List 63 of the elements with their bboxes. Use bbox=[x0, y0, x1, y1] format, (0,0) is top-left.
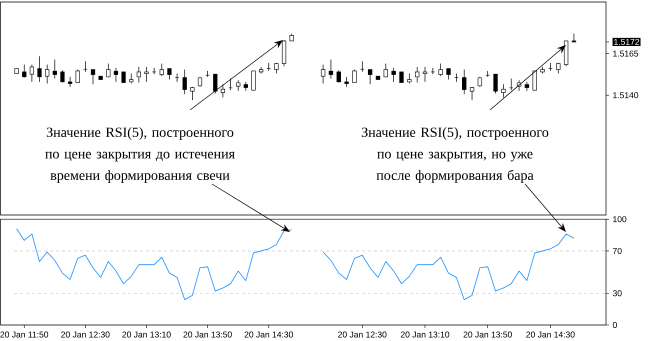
y-tick-label: 0 bbox=[612, 322, 617, 328]
candlestick bbox=[391, 68, 396, 82]
x-tick-label: 20 Jan 12:30 bbox=[61, 332, 110, 338]
candlestick bbox=[501, 84, 506, 98]
candlestick bbox=[167, 68, 172, 80]
x-tick-label: 20 Jan 13:10 bbox=[400, 332, 450, 338]
y-tick-label: 1.5140 bbox=[613, 92, 638, 98]
candlestick bbox=[407, 73, 412, 84]
candlestick bbox=[478, 76, 482, 88]
candlestick bbox=[30, 64, 34, 82]
y-tick-label: 70 bbox=[612, 248, 622, 254]
candlestick bbox=[438, 63, 443, 77]
candlestick bbox=[414, 66, 420, 83]
candlestick bbox=[462, 69, 466, 95]
x-tick-label: 20 Jan 13:10 bbox=[122, 332, 171, 338]
y-tick-label: 100 bbox=[613, 216, 626, 222]
candlestick bbox=[236, 80, 240, 92]
candlestick bbox=[68, 76, 72, 88]
candlestick bbox=[328, 59, 334, 79]
x-tick-label: 20 Jan 13:50 bbox=[183, 332, 232, 338]
candlestick bbox=[532, 70, 537, 91]
candlestick bbox=[368, 69, 372, 85]
candlestick bbox=[220, 84, 226, 98]
candlestick bbox=[190, 86, 194, 101]
candlestick bbox=[384, 63, 388, 78]
candlestick bbox=[493, 74, 498, 94]
candlestick bbox=[121, 72, 126, 83]
candlestick bbox=[213, 74, 218, 94]
candlestick bbox=[106, 63, 110, 78]
y-tick-label: 30 bbox=[612, 290, 622, 296]
x-tick-label: 20 Jan 14:30 bbox=[244, 332, 293, 338]
candlestick bbox=[198, 76, 202, 88]
y-tick-label: 1.5165 bbox=[613, 50, 638, 57]
candlestick bbox=[336, 70, 341, 83]
annotation: Значение RSI(5), построенного по цене закрытия до истечения времени формирования свечи bbox=[45, 127, 235, 183]
candlestick bbox=[320, 64, 326, 84]
candlestick bbox=[160, 63, 164, 77]
candlestick bbox=[76, 69, 80, 83]
candlestick bbox=[182, 69, 187, 95]
candlestick bbox=[136, 66, 141, 83]
candlestick bbox=[352, 69, 357, 83]
x-tick-label: 20 Jan 11:50 bbox=[0, 332, 48, 338]
x-tick-label: 20 Jan 12:30 bbox=[338, 332, 387, 338]
candlestick bbox=[344, 76, 349, 88]
candlestick bbox=[144, 66, 149, 82]
x-tick-label: 20 Jan 13:50 bbox=[464, 332, 512, 338]
candlestick bbox=[60, 70, 65, 83]
candlestick bbox=[129, 73, 134, 84]
candlestick bbox=[22, 64, 26, 78]
candlestick bbox=[446, 68, 451, 80]
candlestick bbox=[45, 64, 50, 84]
x-tick-label: 20 Jan 14:30 bbox=[526, 332, 575, 338]
candlestick bbox=[251, 70, 256, 91]
y-tick-label: 1.5172 bbox=[614, 38, 640, 45]
candlestick bbox=[470, 86, 474, 101]
candlestick bbox=[399, 72, 404, 83]
candlestick bbox=[422, 66, 428, 82]
candlestick bbox=[572, 33, 576, 42]
candlestick bbox=[114, 68, 118, 82]
annotation: Значение RSI(5), построенного по цене закрытия, но уже после формирования бара bbox=[362, 127, 548, 183]
candlestick bbox=[90, 69, 96, 85]
candlestick bbox=[37, 56, 42, 82]
candlestick bbox=[52, 59, 57, 79]
